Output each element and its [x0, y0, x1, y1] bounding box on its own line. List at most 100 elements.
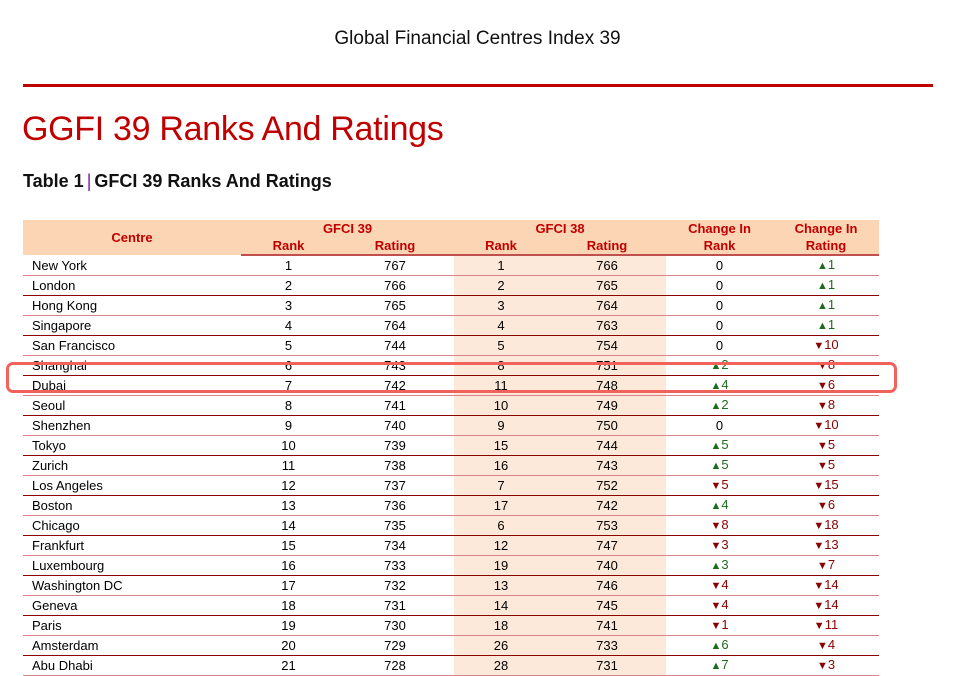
- cell-gfci38-rank: 13: [454, 575, 548, 596]
- cell-gfci38-rank: 28: [454, 655, 548, 676]
- change-value: 14: [824, 577, 839, 592]
- header-change-rank: Rank: [666, 237, 773, 256]
- cell-gfci38-rating: 763: [548, 315, 666, 336]
- cell-gfci38-rank: 14: [454, 595, 548, 616]
- cell-gfci38-rank: 9: [454, 415, 548, 436]
- cell-change-rating: ▼10: [773, 415, 879, 436]
- cell-change-rank: 0: [666, 335, 773, 356]
- triangle-down-icon: ▼: [710, 540, 722, 552]
- cell-gfci39-rank: 2: [241, 275, 336, 296]
- change-value: 13: [824, 537, 839, 552]
- cell-centre: Geneva: [23, 595, 241, 616]
- cell-change-rating: ▼8: [773, 355, 879, 376]
- cell-centre: Paris: [23, 615, 241, 636]
- cell-centre: Dubai: [23, 375, 241, 396]
- cell-gfci38-rank: 7: [454, 475, 548, 496]
- cell-gfci39-rank: 4: [241, 315, 336, 336]
- cell-centre: Chicago: [23, 515, 241, 536]
- table-caption-label: Table 1: [23, 171, 84, 191]
- cell-gfci39-rank: 15: [241, 535, 336, 556]
- triangle-down-icon: ▼: [813, 520, 825, 532]
- change-value: 0: [715, 258, 724, 273]
- change-value: 4: [721, 597, 729, 612]
- cell-gfci39-rating: 764: [336, 315, 454, 336]
- cell-gfci38-rating: 744: [548, 435, 666, 456]
- header-rule: [23, 84, 933, 87]
- cell-change-rating: ▼14: [773, 595, 879, 616]
- table-row: London 2 766 2 765 0 ▲1: [23, 275, 879, 296]
- change-value: 6: [721, 637, 729, 652]
- cell-gfci38-rating: 733: [548, 635, 666, 656]
- change-value: 0: [715, 418, 724, 433]
- cell-change-rating: ▼5: [773, 435, 879, 456]
- cell-change-rank: ▲3: [666, 555, 773, 576]
- cell-change-rating: ▲1: [773, 275, 879, 296]
- table-row: Chicago 14 735 6 753 ▼8 ▼18: [23, 515, 879, 536]
- table-row: New York 1 767 1 766 0 ▲1: [23, 255, 879, 276]
- cell-change-rating: ▼6: [773, 495, 879, 516]
- change-value: 10: [824, 337, 839, 352]
- change-value: 1: [721, 617, 729, 632]
- cell-gfci39-rating: 730: [336, 615, 454, 636]
- table-row: Abu Dhabi 21 728 28 731 ▲7 ▼3: [23, 655, 879, 676]
- change-value: 7: [721, 657, 729, 672]
- cell-change-rank: ▲2: [666, 395, 773, 416]
- cell-change-rank: ▼8: [666, 515, 773, 536]
- cell-gfci39-rating: 739: [336, 435, 454, 456]
- cell-change-rating: ▼14: [773, 575, 879, 596]
- triangle-down-icon: ▼: [813, 620, 825, 632]
- triangle-down-icon: ▼: [813, 580, 825, 592]
- cell-change-rank: 0: [666, 255, 773, 276]
- cell-gfci39-rating: 738: [336, 455, 454, 476]
- header-centre: Centre: [23, 220, 241, 255]
- cell-gfci38-rank: 10: [454, 395, 548, 416]
- cell-centre: Shenzhen: [23, 415, 241, 436]
- change-value: 1: [827, 257, 836, 272]
- table-row: Frankfurt 15 734 12 747 ▼3 ▼13: [23, 535, 879, 556]
- cell-centre: Frankfurt: [23, 535, 241, 556]
- change-value: 4: [721, 377, 729, 392]
- triangle-down-icon: ▼: [816, 400, 828, 412]
- cell-centre: Zurich: [23, 455, 241, 476]
- change-value: 4: [721, 577, 729, 592]
- change-value: 0: [715, 278, 724, 293]
- change-value: 2: [721, 357, 729, 372]
- cell-gfci38-rating: 753: [548, 515, 666, 536]
- cell-gfci39-rank: 6: [241, 355, 336, 376]
- triangle-down-icon: ▼: [710, 480, 722, 492]
- rankings-table-container: Centre GFCI 39 GFCI 38 Change In Change …: [23, 220, 879, 676]
- cell-gfci39-rank: 16: [241, 555, 336, 576]
- cell-gfci38-rating: 754: [548, 335, 666, 356]
- triangle-up-icon: ▲: [816, 300, 828, 312]
- cell-change-rating: ▼10: [773, 335, 879, 356]
- triangle-down-icon: ▼: [816, 660, 828, 672]
- cell-gfci39-rank: 5: [241, 335, 336, 356]
- cell-gfci38-rating: 748: [548, 375, 666, 396]
- cell-gfci39-rank: 20: [241, 635, 336, 656]
- table-row: Paris 19 730 18 741 ▼1 ▼11: [23, 615, 879, 636]
- change-value: 5: [721, 437, 729, 452]
- cell-gfci38-rank: 19: [454, 555, 548, 576]
- cell-gfci38-rating: 747: [548, 535, 666, 556]
- cell-gfci38-rating: 752: [548, 475, 666, 496]
- header-gfci39-rank: Rank: [241, 237, 336, 256]
- table-caption: Table 1 | GFCI 39 Ranks And Ratings: [23, 171, 332, 192]
- cell-gfci39-rating: 765: [336, 295, 454, 316]
- cell-gfci39-rank: 21: [241, 655, 336, 676]
- change-value: 0: [715, 318, 724, 333]
- table-row: Seoul 8 741 10 749 ▲2 ▼8: [23, 395, 879, 416]
- cell-change-rank: ▲5: [666, 435, 773, 456]
- cell-change-rating: ▼5: [773, 455, 879, 476]
- cell-gfci38-rank: 4: [454, 315, 548, 336]
- cell-gfci38-rating: 749: [548, 395, 666, 416]
- triangle-down-icon: ▼: [816, 560, 828, 572]
- header-gfci39-rating: Rating: [336, 237, 454, 256]
- cell-gfci39-rating: 743: [336, 355, 454, 376]
- change-value: 5: [827, 437, 836, 452]
- triangle-up-icon: ▲: [816, 320, 828, 332]
- cell-change-rating: ▲1: [773, 255, 879, 276]
- cell-change-rating: ▲1: [773, 315, 879, 336]
- cell-gfci39-rating: 735: [336, 515, 454, 536]
- cell-change-rating: ▼4: [773, 635, 879, 656]
- triangle-up-icon: ▲: [710, 360, 722, 372]
